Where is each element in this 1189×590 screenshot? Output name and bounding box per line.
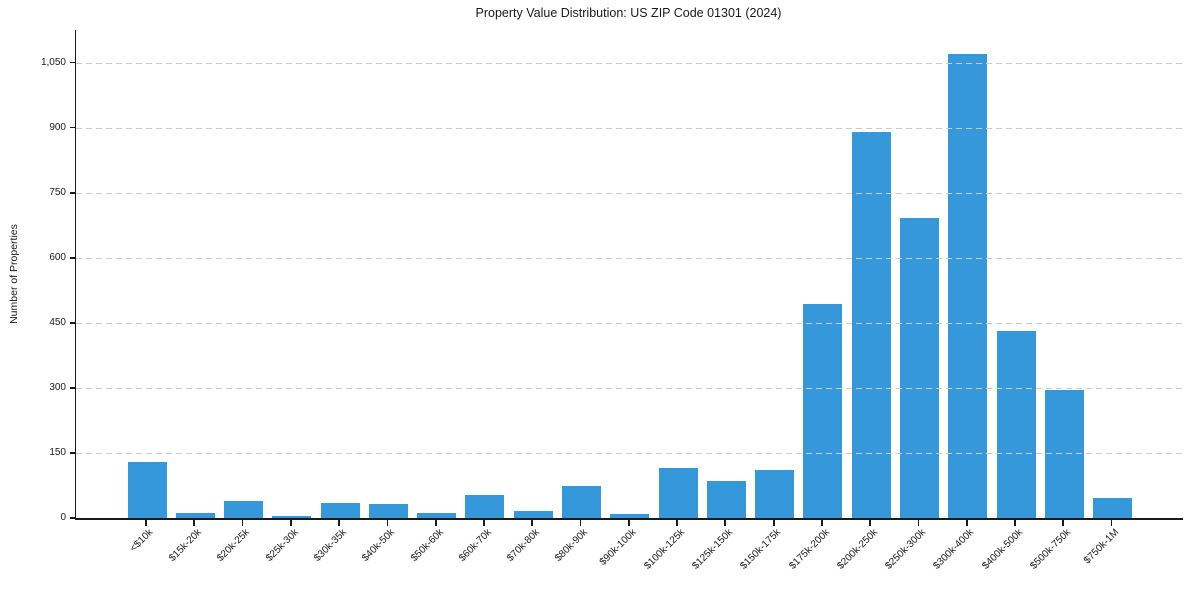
x-tick-label-text: $25k-30k bbox=[263, 527, 301, 564]
bar-300k-400k bbox=[948, 53, 988, 518]
x-tick-label-text: $175k-200k bbox=[786, 527, 832, 572]
y-tick-label-300: 300 bbox=[49, 381, 66, 393]
x-tick-mark-30k-35k bbox=[338, 520, 341, 526]
x-tick-label-text: $300k-400k bbox=[931, 527, 977, 572]
y-tick-label-600: 600 bbox=[49, 251, 66, 263]
bar-90k-100k bbox=[610, 513, 650, 518]
bar-80k-90k bbox=[562, 485, 602, 518]
y-tick-mark-750 bbox=[70, 191, 75, 194]
x-tick-mark-125k-150k bbox=[724, 520, 727, 526]
y-tick-mark-150 bbox=[70, 452, 75, 454]
x-tick-mark-150k-175k bbox=[772, 520, 775, 526]
bar-70k-80k bbox=[513, 510, 553, 518]
x-tick-mark-25k-30k bbox=[289, 520, 292, 526]
bar-25k-30k bbox=[272, 515, 312, 518]
x-tick-label-text: $200k-250k bbox=[835, 527, 880, 572]
bar-175k-200k bbox=[803, 304, 843, 518]
x-tick-mark-200k-250k bbox=[869, 520, 872, 526]
x-tick-label-text: $80k-90k bbox=[553, 527, 591, 564]
x-tick-label-text: $70k-80k bbox=[505, 527, 543, 564]
bar-400k-500k bbox=[996, 331, 1036, 518]
x-tick-label-text: $20k-25k bbox=[215, 527, 253, 564]
bar-50k-60k bbox=[417, 512, 457, 518]
y-tick-label-150: 150 bbox=[49, 446, 66, 458]
y-tick-label-0: 0 bbox=[60, 512, 66, 523]
x-tick-mark-70k-80k bbox=[531, 520, 534, 526]
bar-15k-20k bbox=[175, 512, 215, 518]
x-tick-label-text: $40k-50k bbox=[360, 527, 398, 564]
gridline-1050 bbox=[76, 62, 1183, 64]
x-tick-label-text: $125k-150k bbox=[690, 527, 736, 572]
x-tick-label-text: <$10k bbox=[128, 527, 156, 555]
x-tick-label-text: $400k-500k bbox=[980, 527, 1025, 572]
x-tick-mark-60k-70k bbox=[483, 520, 485, 526]
y-tick-label-900: 900 bbox=[49, 121, 66, 133]
bar-40k-50k bbox=[368, 503, 408, 518]
bar-30k-35k bbox=[320, 502, 360, 518]
y-tick-mark-450 bbox=[70, 321, 75, 324]
x-tick-mark-90k-100k bbox=[627, 520, 630, 526]
x-tick-mark-20k-25k bbox=[241, 520, 244, 526]
x-tick-label-text: $100k-125k bbox=[642, 527, 687, 572]
bar-10k bbox=[127, 462, 167, 518]
gridline-150 bbox=[76, 452, 1183, 454]
x-tick-label-text: $50k-60k bbox=[408, 527, 446, 564]
bar-750k-1m bbox=[1093, 498, 1133, 518]
y-tick-mark-600 bbox=[70, 256, 75, 259]
y-tick-label-750: 750 bbox=[49, 186, 66, 198]
bar-20k-25k bbox=[224, 500, 264, 518]
bar-200k-250k bbox=[851, 131, 891, 518]
bar-100k-125k bbox=[658, 468, 698, 518]
x-tick-label-text: $150k-175k bbox=[738, 527, 784, 572]
x-tick-mark-50k-60k bbox=[434, 520, 437, 526]
chart-title: Property Value Distribution: US ZIP Code… bbox=[475, 6, 782, 20]
x-tick-label-text: $750k-1M bbox=[1082, 527, 1122, 567]
x-tick-mark-500k-750k bbox=[1062, 520, 1065, 526]
x-tick-mark-10k bbox=[145, 520, 147, 526]
y-axis-title-text: Number of Properties bbox=[8, 224, 20, 324]
y-tick-mark-1050 bbox=[70, 61, 75, 64]
bar-150k-175k bbox=[755, 470, 795, 518]
x-tick-mark-175k-200k bbox=[821, 520, 823, 526]
y-tick-mark-900 bbox=[70, 126, 75, 129]
bar-60k-70k bbox=[465, 494, 505, 518]
x-tick-label-text: $15k-20k bbox=[167, 527, 205, 564]
x-tick-mark-300k-400k bbox=[965, 520, 968, 526]
gridline-600 bbox=[76, 257, 1183, 259]
bar-500k-750k bbox=[1044, 390, 1084, 518]
plot-area bbox=[75, 30, 1183, 520]
bar-125k-150k bbox=[706, 480, 746, 518]
bar-250k-300k bbox=[899, 217, 939, 518]
gridline-300 bbox=[76, 387, 1183, 389]
x-tick-mark-400k-500k bbox=[1014, 520, 1016, 526]
x-tick-label-text: $30k-35k bbox=[312, 527, 349, 564]
x-tick-mark-80k-90k bbox=[579, 520, 582, 526]
x-tick-mark-100k-125k bbox=[676, 520, 678, 526]
y-tick-label-450: 450 bbox=[49, 316, 66, 328]
y-tick-mark-0 bbox=[70, 517, 75, 519]
x-tick-mark-750k-1m bbox=[1110, 520, 1113, 526]
gridline-450 bbox=[76, 322, 1183, 324]
x-tick-mark-40k-50k bbox=[386, 520, 389, 526]
x-tick-label-text: $60k-70k bbox=[456, 527, 494, 564]
gridline-900 bbox=[76, 127, 1183, 129]
x-tick-mark-15k-20k bbox=[193, 520, 196, 526]
x-tick-label-text: $250k-300k bbox=[883, 527, 929, 572]
x-tick-label-text: $500k-750k bbox=[1028, 527, 1074, 572]
y-tick-mark-300 bbox=[70, 386, 75, 389]
gridline-750 bbox=[76, 192, 1183, 194]
x-tick-mark-250k-300k bbox=[917, 520, 920, 526]
x-tick-label-text: $90k-100k bbox=[597, 527, 639, 568]
y-tick-label-1050: 1,050 bbox=[40, 56, 66, 68]
